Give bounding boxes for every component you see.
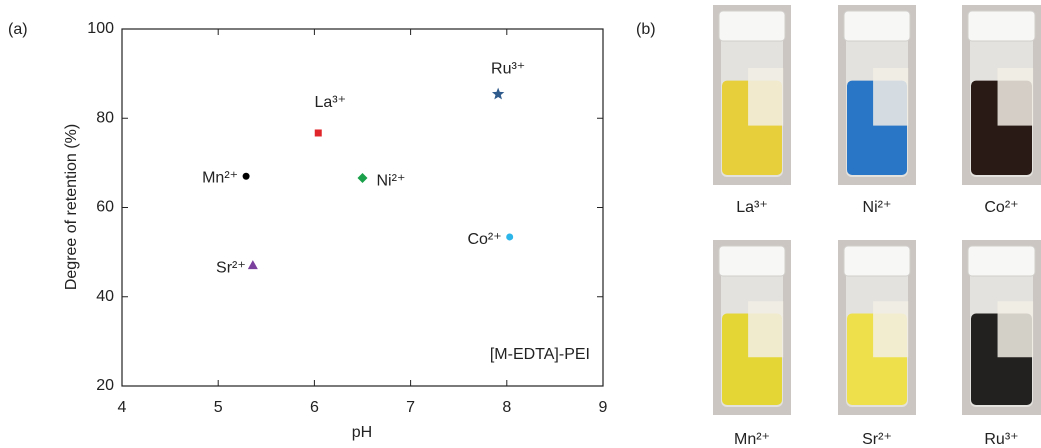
vial-photo (713, 5, 791, 185)
vial-cap (843, 245, 911, 277)
vial-label (748, 68, 784, 126)
y-tick-label: 80 (96, 109, 114, 126)
vial-cap (718, 245, 786, 277)
vial-photo (838, 5, 916, 185)
photo-caption: Ru³⁺ (984, 431, 1018, 448)
point (357, 173, 368, 184)
point (247, 260, 258, 270)
annotation: [M-EDTA]-PEI (490, 346, 590, 363)
y-tick-label: 60 (96, 199, 114, 216)
point-label: Co²⁺ (467, 231, 501, 248)
y-tick-label: 100 (87, 20, 114, 37)
photo-caption: Sr²⁺ (862, 431, 892, 448)
x-tick-label: 6 (310, 399, 319, 416)
x-axis-label: pH (352, 424, 372, 441)
vial-photo (838, 240, 916, 415)
point-label: Ru³⁺ (491, 60, 525, 77)
vial-label (997, 301, 1034, 358)
vial-cap (967, 245, 1036, 277)
vial-photo (962, 5, 1041, 185)
vial-label (873, 301, 909, 358)
x-tick-label: 5 (214, 399, 223, 416)
vial-label (873, 68, 909, 126)
photo-caption: Mn²⁺ (734, 431, 770, 448)
vial-photo (962, 240, 1041, 415)
point (314, 129, 322, 137)
vial-cap (718, 10, 786, 42)
vial-cap (967, 10, 1036, 42)
y-axis-label: Degree of retention (%) (63, 124, 80, 290)
x-tick-label: 7 (406, 399, 415, 416)
point-label: Sr²⁺ (216, 259, 246, 276)
point (491, 87, 505, 100)
point (242, 172, 250, 180)
vial-label (748, 301, 784, 358)
x-tick-label: 8 (502, 399, 511, 416)
photo-caption: La³⁺ (736, 199, 768, 216)
panel-label: (b) (636, 21, 656, 38)
photo-caption: Ni²⁺ (863, 199, 892, 216)
vial-label (997, 68, 1034, 126)
x-tick-label: 4 (118, 399, 127, 416)
panel-label: (a) (8, 21, 28, 38)
point-label: Ni²⁺ (377, 172, 406, 189)
y-tick-label: 20 (96, 377, 114, 394)
plot-frame (121, 28, 604, 387)
x-tick-label: 9 (599, 399, 608, 416)
photo-caption: Co²⁺ (984, 199, 1018, 216)
vial-cap (843, 10, 911, 42)
point (506, 233, 514, 241)
y-tick-label: 40 (96, 288, 114, 305)
point-label: Mn²⁺ (202, 169, 238, 186)
vial-photo (713, 240, 791, 415)
point-label: La³⁺ (314, 94, 346, 111)
